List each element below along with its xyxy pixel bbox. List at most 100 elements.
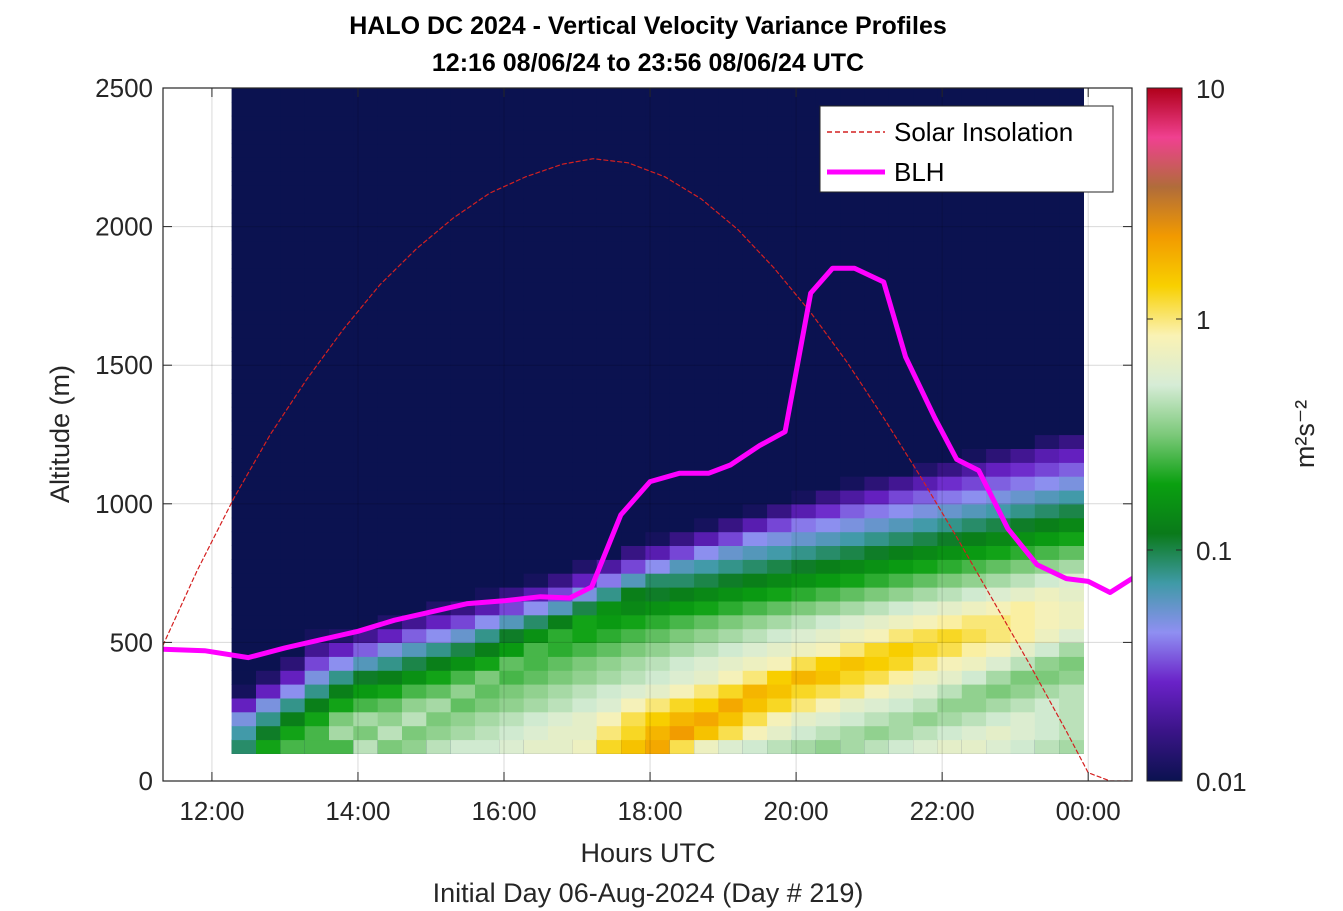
heatmap-cell (377, 254, 403, 269)
heatmap-cell (888, 642, 914, 657)
heatmap-cell (864, 448, 890, 463)
heatmap-cell (377, 226, 403, 242)
heatmap-cell (572, 185, 598, 200)
heatmap-cell (231, 684, 257, 699)
heatmap-cell (596, 337, 622, 352)
heatmap-cell (669, 295, 695, 311)
heatmap-cell (1059, 476, 1084, 491)
heatmap-cell (645, 337, 671, 352)
heatmap-cell (864, 198, 890, 214)
heatmap-cell (840, 351, 865, 366)
heatmap-cell (572, 254, 598, 269)
heatmap-cell (694, 240, 719, 255)
heatmap-cell (913, 545, 938, 560)
heatmap-cell (791, 198, 817, 214)
heatmap-cell (377, 725, 403, 741)
heatmap-cell (548, 656, 573, 671)
heatmap-cell (280, 628, 306, 643)
heatmap-cell (1059, 323, 1084, 339)
heatmap-cell (475, 143, 500, 158)
heatmap-cell (377, 697, 403, 713)
heatmap-cell (377, 739, 403, 754)
heatmap-cell (888, 226, 914, 242)
heatmap-cell (1059, 684, 1084, 699)
footer-note: Initial Day 06-Aug-2024 (Day # 219) (433, 878, 864, 908)
heatmap-cell (1059, 295, 1084, 311)
heatmap-cell (596, 392, 622, 408)
heatmap-cell (621, 129, 646, 145)
heatmap-cell (475, 379, 500, 394)
heatmap-cell (864, 587, 890, 602)
heatmap-cell (426, 670, 452, 685)
heatmap-cell (742, 476, 768, 491)
heatmap-cell (280, 559, 306, 574)
heatmap-cell (596, 725, 622, 741)
heatmap-cell (1059, 642, 1084, 657)
heatmap-cell (499, 295, 525, 311)
heatmap-cell (256, 101, 281, 117)
heatmap-cell (304, 212, 330, 228)
heatmap-cell (450, 462, 476, 477)
heatmap-cell (961, 600, 987, 616)
heatmap-cell (694, 351, 719, 366)
heatmap-cell (280, 725, 306, 741)
heatmap-cell (791, 101, 817, 117)
heatmap-cell (548, 573, 573, 588)
heatmap-cell (864, 337, 890, 352)
heatmap-cell (718, 101, 744, 117)
heatmap-cell (669, 434, 695, 449)
heatmap-cell (402, 434, 427, 449)
heatmap-cell (572, 392, 598, 408)
heatmap-cell (523, 725, 549, 741)
heatmap-cell (377, 171, 403, 186)
heatmap-cell (377, 101, 403, 117)
heatmap-cell (986, 725, 1011, 741)
heatmap-cell (864, 670, 890, 685)
heatmap-cell (596, 656, 622, 671)
heatmap-cell (280, 309, 306, 325)
heatmap-cell (329, 323, 354, 339)
heatmap-cell (523, 379, 549, 394)
heatmap-cell (572, 670, 598, 685)
heatmap-cell (718, 337, 744, 352)
heatmap-cell (1059, 309, 1084, 325)
heatmap-cell (961, 226, 987, 242)
heatmap-cell (621, 185, 646, 200)
heatmap-cell (523, 212, 549, 228)
heatmap-cell (1034, 88, 1060, 103)
heatmap-cell (669, 309, 695, 325)
heatmap-cell (329, 115, 354, 131)
heatmap-cell (669, 711, 695, 727)
heatmap-cell (231, 88, 257, 103)
legend: Solar Insolation BLH (819, 105, 1114, 193)
heatmap-cell (718, 573, 744, 588)
heatmap-cell (1010, 573, 1036, 588)
heatmap-cell (767, 351, 792, 366)
heatmap-cell (718, 88, 744, 103)
heatmap-cell (1010, 88, 1036, 89)
heatmap-cell (1010, 351, 1036, 366)
heatmap-cell (742, 268, 768, 283)
heatmap-cell (961, 448, 987, 463)
heatmap-cell (548, 600, 573, 616)
heatmap-cell (523, 295, 549, 311)
heatmap-cell (913, 254, 938, 269)
heatmap-cell (694, 379, 719, 394)
heatmap-cell (353, 476, 379, 491)
heatmap-cell (621, 697, 646, 713)
heatmap-cell (645, 171, 671, 186)
heatmap-cell (937, 739, 963, 754)
heatmap-cell (815, 725, 841, 741)
heatmap-cell (961, 711, 987, 727)
heatmap-cell (791, 406, 817, 422)
heatmap-cell (840, 628, 865, 643)
heatmap-cell (596, 198, 622, 214)
heatmap-cell (572, 476, 598, 491)
heatmap-cell (426, 129, 452, 145)
heatmap-cell (815, 337, 841, 352)
heatmap-cell (669, 115, 695, 131)
heatmap-cell (621, 656, 646, 671)
heatmap-cell (572, 559, 598, 574)
heatmap-cell (377, 670, 403, 685)
heatmap-cell (645, 254, 671, 269)
